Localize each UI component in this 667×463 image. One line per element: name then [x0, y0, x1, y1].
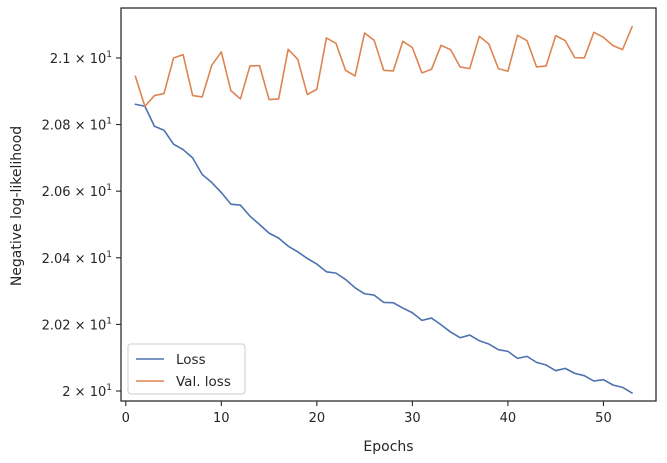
- y-tick-label: 2 × 101: [62, 383, 112, 400]
- y-tick-label: 2.04 × 101: [42, 250, 112, 267]
- plot-lines: [134, 25, 633, 394]
- x-tick-label: 20: [309, 411, 326, 426]
- x-ticks: 0 10 20 30 40 50: [122, 401, 612, 426]
- series-line-loss: [134, 103, 633, 394]
- y-tick-label: 2.1 × 101: [50, 50, 112, 67]
- x-tick-label: 10: [213, 411, 230, 426]
- x-axis-label: Epochs: [363, 439, 413, 455]
- x-tick-label: 40: [500, 411, 517, 426]
- plot-frame: [120, 7, 657, 402]
- y-axis-label: Negative log-likelihood: [9, 126, 25, 286]
- series-line-val-loss: [134, 25, 633, 108]
- x-tick-label: 50: [595, 411, 612, 426]
- legend: Loss Val. loss: [127, 343, 246, 395]
- legend-label-val-loss: Val. loss: [176, 374, 231, 390]
- x-tick-label: 0: [122, 411, 130, 426]
- y-tick-label: 2.02 × 101: [42, 316, 112, 333]
- y-tick-label: 2.08 × 101: [42, 117, 112, 134]
- legend-label-loss: Loss: [176, 352, 206, 368]
- x-tick-label: 30: [404, 411, 421, 426]
- y-tick-label: 2.06 × 101: [42, 183, 112, 200]
- y-ticks: 2 × 101 2.02 × 101 2.04 × 101 2.06 × 101 2.0…: [42, 50, 121, 400]
